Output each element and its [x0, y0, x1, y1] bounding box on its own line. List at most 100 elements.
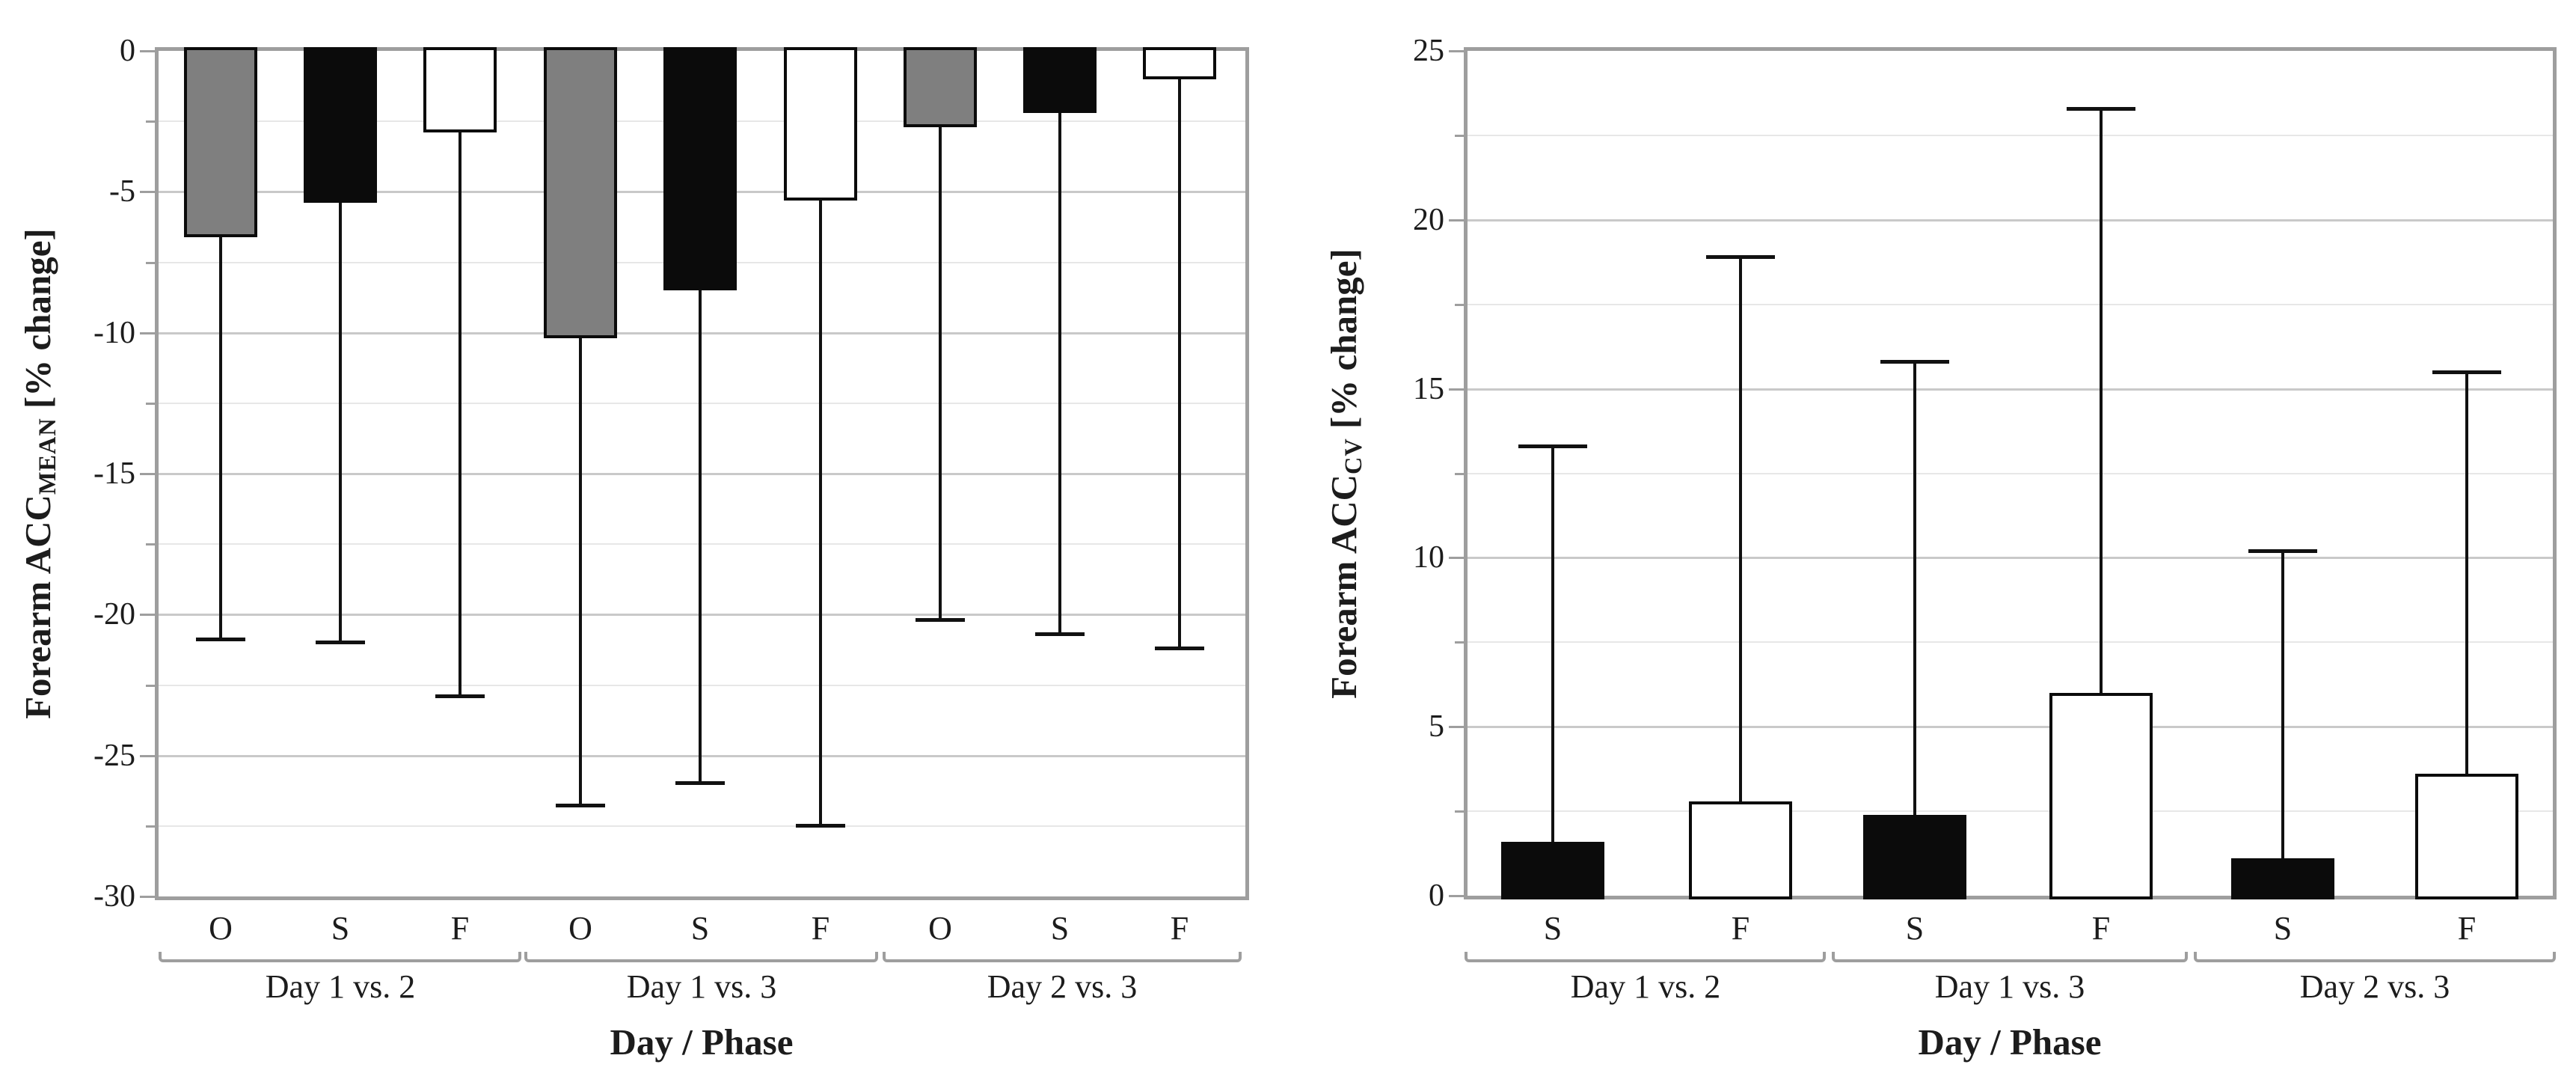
phase-tick-label: F [1731, 910, 1750, 947]
phase-tick-label: O [928, 910, 952, 947]
gridline [159, 473, 1245, 475]
error-bar-cap [916, 618, 965, 622]
error-bar-whisker [1178, 79, 1181, 649]
bar-s [2231, 858, 2334, 899]
y-tick-label: 10 [1413, 540, 1444, 575]
error-bar-whisker [339, 203, 342, 643]
x-axis-title: Day / Phase [1918, 1021, 2102, 1063]
y-axis-tick [146, 262, 155, 264]
bar-f [1689, 801, 1792, 899]
y-axis-tick [1455, 304, 1464, 306]
phase-tick-label: S [1543, 910, 1563, 947]
gridline [1468, 304, 2553, 305]
y-axis-tick [140, 473, 155, 475]
y-axis-tick [140, 614, 155, 616]
error-bar-whisker [579, 338, 582, 806]
y-tick-label: 20 [1413, 203, 1444, 237]
y-axis-title-subscript: CV [1340, 438, 1367, 475]
y-axis-tick [140, 755, 155, 757]
y-axis-tick [140, 191, 155, 193]
bar-o [904, 47, 977, 127]
error-bar-cap [435, 694, 485, 698]
bar-s [1863, 815, 1966, 899]
gridline [1468, 726, 2553, 728]
error-bar-cap [556, 804, 605, 807]
y-tick-label: -25 [93, 739, 135, 773]
bar-f [1143, 47, 1216, 79]
chart-acc-mean-plot-area [155, 47, 1249, 900]
error-bar-cap [796, 824, 845, 828]
bar-s [663, 47, 737, 290]
phase-tick-label: F [1170, 910, 1189, 947]
gridline [1468, 557, 2553, 559]
gridline [1468, 641, 2553, 643]
error-bar-cap [1706, 255, 1775, 259]
y-tick-label: 0 [120, 34, 135, 68]
gridline [159, 685, 1245, 686]
error-bar-whisker [699, 290, 702, 783]
gridline [1468, 810, 2553, 812]
chart-acc-cv-plot-area [1464, 47, 2557, 899]
y-axis-tick [146, 825, 155, 828]
group-bracket [524, 952, 878, 962]
error-bar-cap [1880, 360, 1949, 364]
y-tick-label: -5 [109, 174, 135, 209]
phase-tick-label: O [209, 910, 233, 947]
y-tick-label: -15 [93, 456, 135, 491]
error-bar-whisker [1058, 113, 1061, 635]
error-bar-cap [1518, 444, 1587, 448]
phase-tick-label: S [331, 910, 350, 947]
error-bar-whisker [819, 201, 822, 826]
error-bar-whisker [1913, 361, 1916, 815]
y-axis-tick [146, 403, 155, 405]
phase-tick-label: S [690, 910, 710, 947]
y-axis-tick [1455, 135, 1464, 137]
error-bar-cap [2067, 107, 2135, 111]
gridline [159, 825, 1245, 827]
error-bar-whisker [2281, 551, 2284, 858]
error-bar-cap [1155, 647, 1204, 650]
phase-tick-label: S [1905, 910, 1925, 947]
y-axis-tick [146, 120, 155, 123]
gridline [1468, 135, 2553, 136]
x-axis-title: Day / Phase [610, 1021, 794, 1063]
group-bracket [1832, 952, 2188, 962]
gridline [159, 403, 1245, 404]
error-bar-whisker [219, 237, 222, 640]
bar-f [423, 47, 497, 132]
y-axis-title-prefix: Forearm ACC [1322, 474, 1364, 699]
gridline [1468, 473, 2553, 474]
y-tick-label: -20 [93, 597, 135, 632]
group-bracket [1465, 952, 1826, 962]
group-label: Day 1 vs. 3 [1934, 968, 2085, 1005]
y-axis-tick [1455, 641, 1464, 644]
y-tick-label: -30 [93, 879, 135, 914]
y-axis-tick [1455, 473, 1464, 475]
error-bar-whisker [939, 127, 942, 620]
bar-f [2049, 693, 2153, 899]
error-bar-cap [316, 641, 365, 644]
phase-tick-label: F [450, 910, 470, 947]
y-tick-label: -10 [93, 316, 135, 350]
error-bar-whisker [1551, 446, 1554, 842]
y-tick-label: 5 [1429, 709, 1444, 744]
group-label: Day 1 vs. 2 [265, 968, 416, 1005]
group-label: Day 2 vs. 3 [987, 968, 1138, 1005]
phase-tick-label: F [2091, 910, 2111, 947]
bar-f [784, 47, 857, 201]
error-bar-whisker [459, 132, 461, 697]
error-bar-whisker [2100, 109, 2103, 693]
gridline [159, 755, 1245, 757]
bar-f [2415, 774, 2518, 899]
error-bar-whisker [2465, 372, 2468, 774]
y-axis-tick [1449, 219, 1464, 221]
y-axis-tick [1449, 895, 1464, 897]
y-axis-tick [1449, 50, 1464, 52]
error-bar-cap [196, 638, 245, 641]
y-axis-tick [1449, 557, 1464, 559]
bar-o [544, 47, 617, 338]
group-bracket [159, 952, 521, 962]
error-bar-whisker [1739, 257, 1742, 801]
error-bar-cap [675, 781, 725, 785]
